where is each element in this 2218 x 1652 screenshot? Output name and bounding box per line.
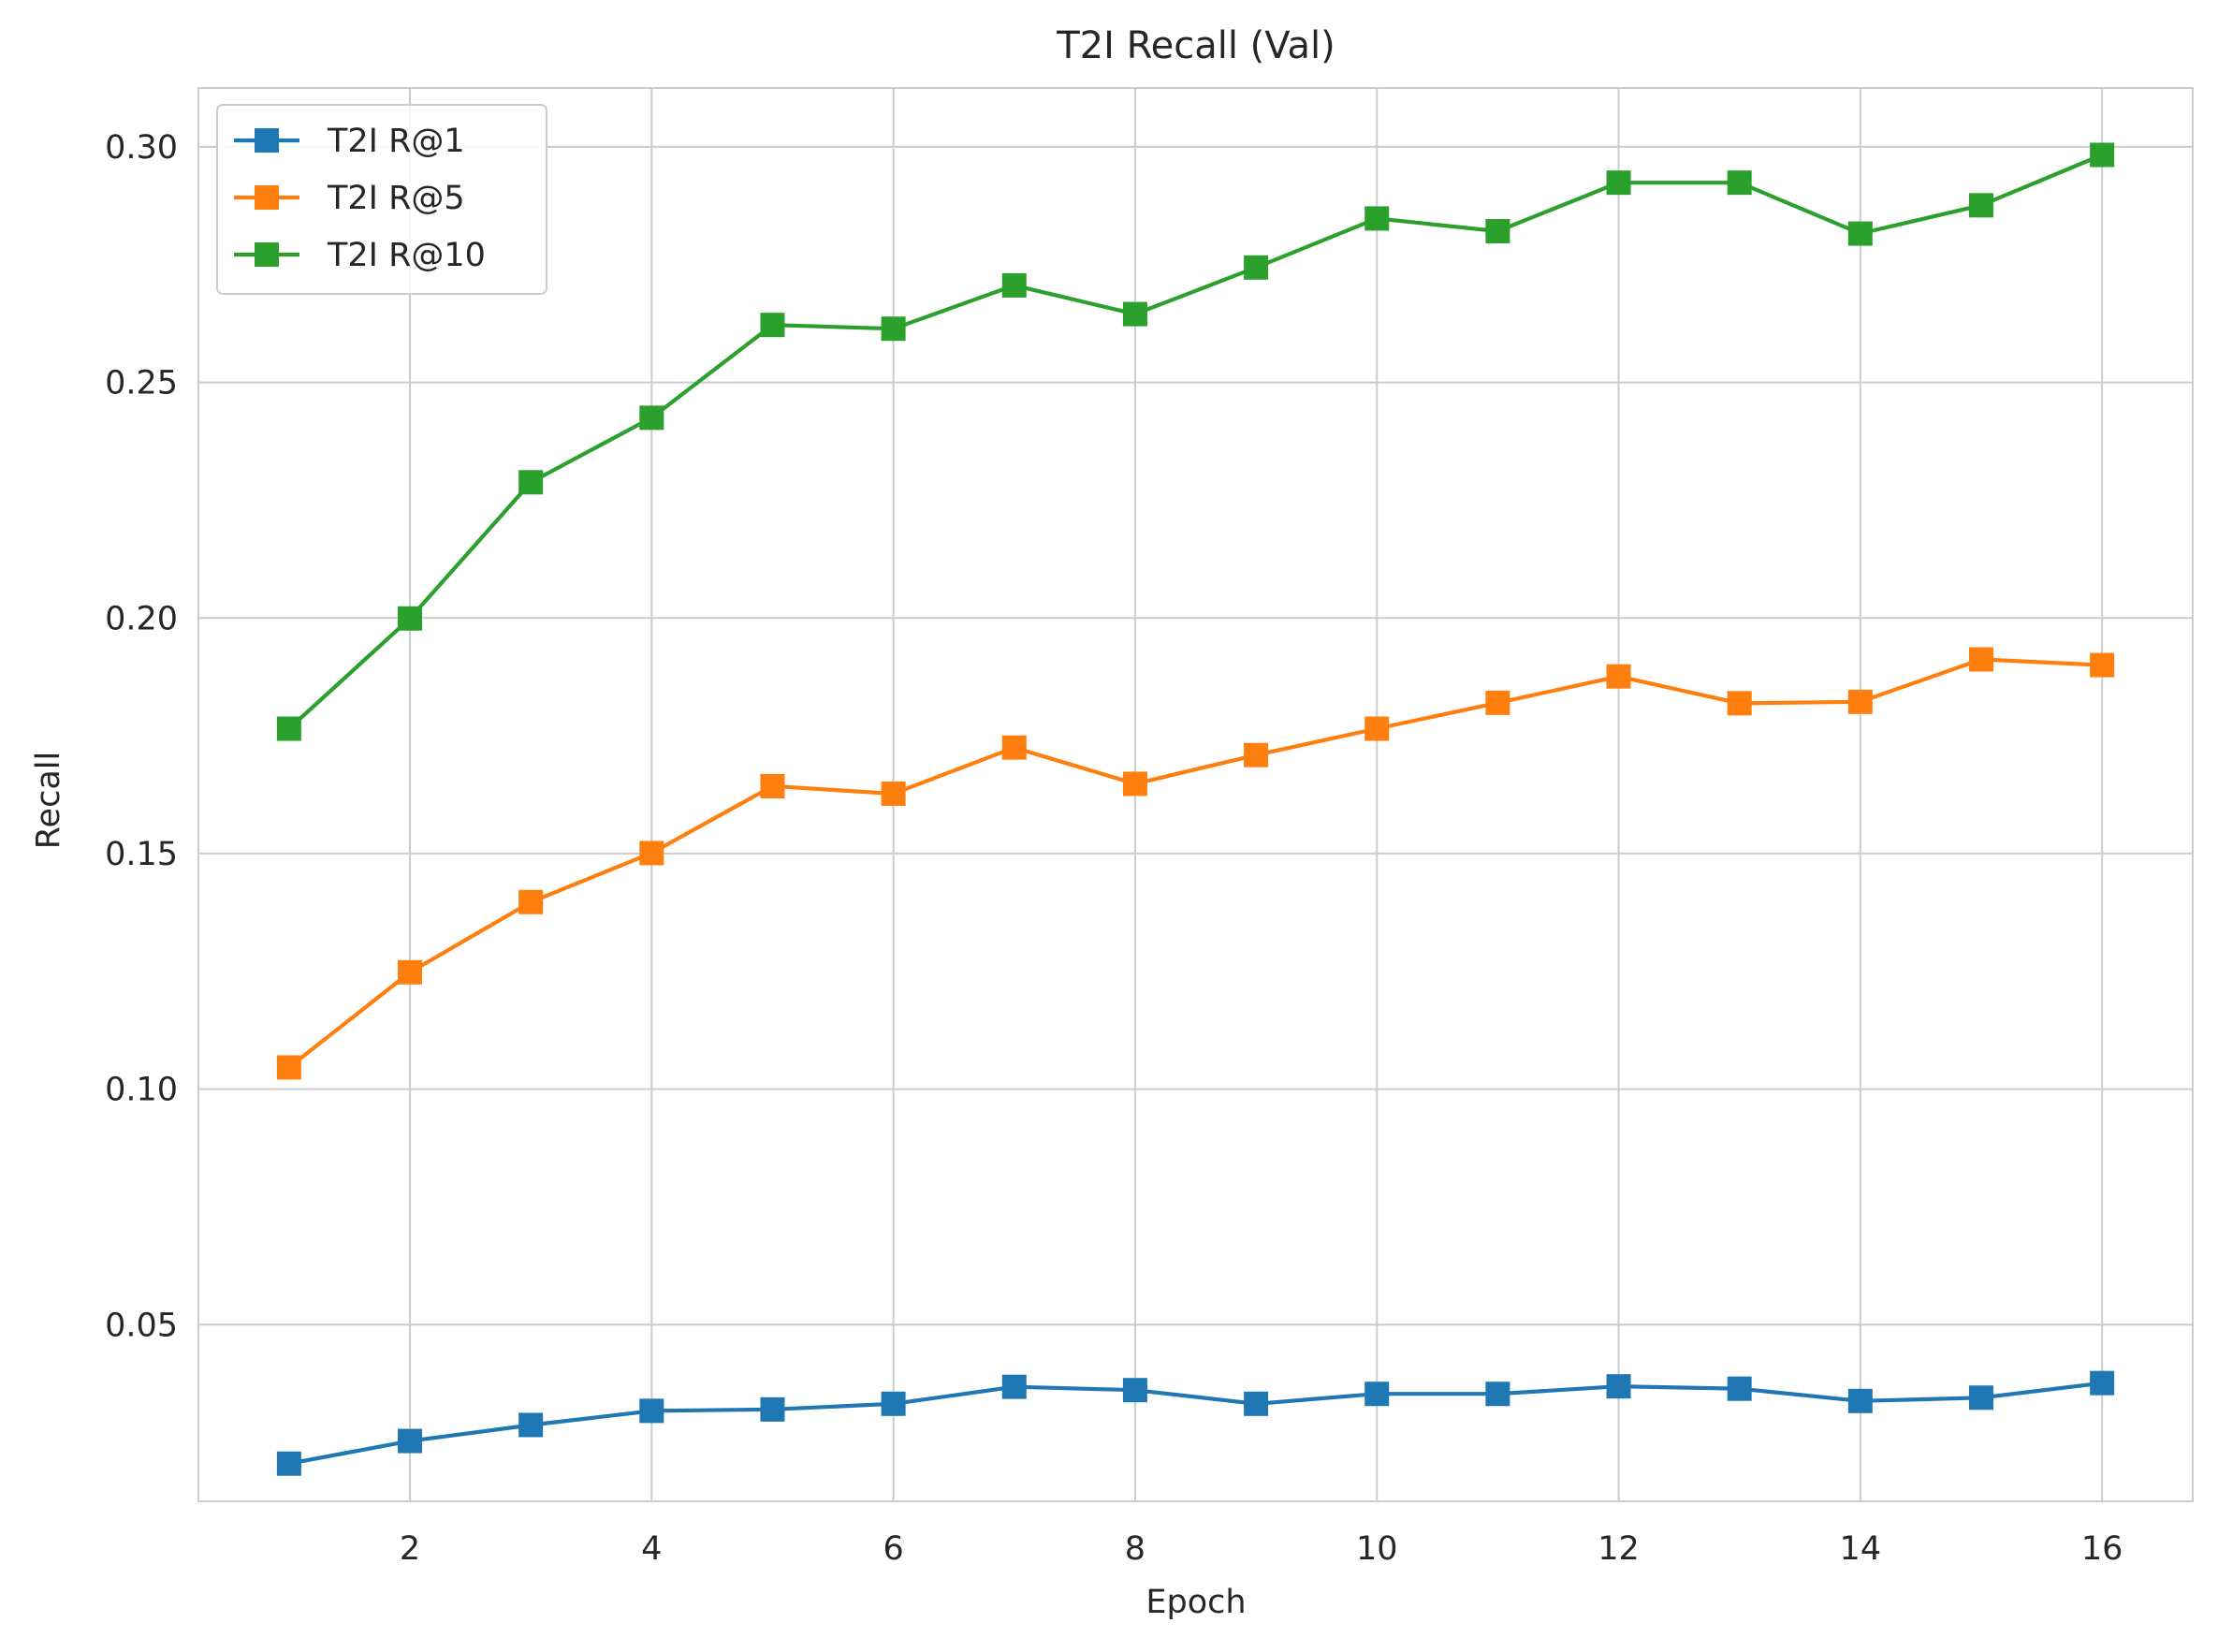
- legend-marker-swatch: [255, 242, 279, 267]
- legend-item: T2I R@1: [234, 123, 465, 160]
- x-tick-label: 2: [400, 1530, 420, 1568]
- data-point: [1847, 689, 1873, 714]
- data-point: [1122, 1378, 1147, 1403]
- data-point: [760, 313, 785, 338]
- data-point: [1244, 255, 1269, 280]
- y-tick-label: 0.15: [105, 836, 178, 873]
- data-point: [1847, 1388, 1873, 1413]
- legend-item: T2I R@5: [234, 180, 465, 217]
- data-point: [760, 773, 785, 798]
- data-point: [1485, 1382, 1510, 1407]
- series-1: [276, 1370, 2115, 1476]
- data-point: [398, 959, 423, 985]
- data-point: [2090, 652, 2115, 678]
- y-tick-label: 0.25: [105, 365, 178, 402]
- legend-item: T2I R@10: [234, 237, 486, 274]
- legend-label: T2I R@10: [327, 237, 486, 274]
- data-point: [1968, 1385, 1993, 1411]
- series-line: [286, 153, 2105, 731]
- series-2: [276, 647, 2115, 1080]
- data-point: [276, 716, 301, 741]
- x-tick-label: 8: [1125, 1530, 1145, 1568]
- y-tick-label: 0.30: [105, 129, 178, 167]
- data-point: [1001, 272, 1027, 298]
- x-tick-label: 10: [1356, 1530, 1398, 1568]
- data-point: [1727, 1376, 1752, 1401]
- series-line: [286, 657, 2105, 1070]
- y-tick-label: 0.20: [105, 600, 178, 637]
- data-point: [639, 1398, 664, 1424]
- data-point: [760, 1396, 785, 1422]
- x-tick-label: 16: [2081, 1530, 2123, 1568]
- data-point: [1364, 206, 1390, 231]
- data-point: [2090, 142, 2115, 168]
- x-tick-label: 12: [1598, 1530, 1640, 1568]
- data-point: [1001, 735, 1027, 760]
- data-point: [276, 1451, 301, 1476]
- data-point: [1968, 647, 1993, 672]
- series: [276, 142, 2115, 1476]
- legend-marker-swatch: [255, 185, 279, 210]
- series-line: [286, 1381, 2105, 1466]
- data-point: [881, 316, 906, 342]
- data-point: [1727, 691, 1752, 716]
- data-point: [1485, 219, 1510, 244]
- data-point: [881, 781, 906, 806]
- data-point: [1727, 170, 1752, 196]
- data-point: [639, 841, 664, 866]
- data-point: [518, 1412, 544, 1438]
- y-axis-label: Recall: [30, 752, 67, 849]
- data-point: [398, 606, 423, 631]
- legend-label: T2I R@5: [327, 180, 465, 217]
- data-point: [1244, 742, 1269, 768]
- legend-marker-swatch: [255, 128, 279, 153]
- data-point: [1606, 664, 1631, 689]
- data-point: [1847, 221, 1873, 246]
- data-point: [1122, 771, 1147, 797]
- tick-labels: 2 4 6 8 10 12 14 16 0.05 0.10 0.15 0.20 0.25 0.30: [105, 129, 2123, 1568]
- legend-label: T2I R@1: [327, 123, 465, 160]
- data-point: [1364, 716, 1390, 741]
- series-3: [276, 142, 2115, 741]
- data-point: [1968, 193, 1993, 218]
- data-point: [398, 1428, 423, 1454]
- legend: T2I R@1 T2I R@5 T2I R@10: [216, 104, 547, 295]
- data-point: [1001, 1374, 1027, 1399]
- plot-area-frame: [197, 87, 2194, 1502]
- data-point: [1364, 1382, 1390, 1407]
- data-point: [881, 1391, 906, 1416]
- y-tick-label: 0.05: [105, 1307, 178, 1344]
- data-point: [1606, 1374, 1631, 1399]
- data-point: [1122, 301, 1147, 327]
- chart-title: T2I Recall (Val): [1056, 24, 1335, 67]
- data-point: [1606, 170, 1631, 196]
- data-point: [2090, 1370, 2115, 1396]
- y-tick-label: 0.10: [105, 1072, 178, 1109]
- legend-box: [216, 104, 547, 295]
- x-tick-label: 14: [1840, 1530, 1882, 1568]
- x-axis-label: Epoch: [1145, 1584, 1246, 1621]
- data-point: [1244, 1391, 1269, 1416]
- x-tick-label: 4: [641, 1530, 662, 1568]
- data-point: [276, 1055, 301, 1080]
- data-point: [518, 470, 544, 495]
- data-point: [1485, 690, 1510, 715]
- data-point: [639, 405, 664, 431]
- x-tick-label: 6: [883, 1530, 903, 1568]
- data-point: [518, 889, 544, 914]
